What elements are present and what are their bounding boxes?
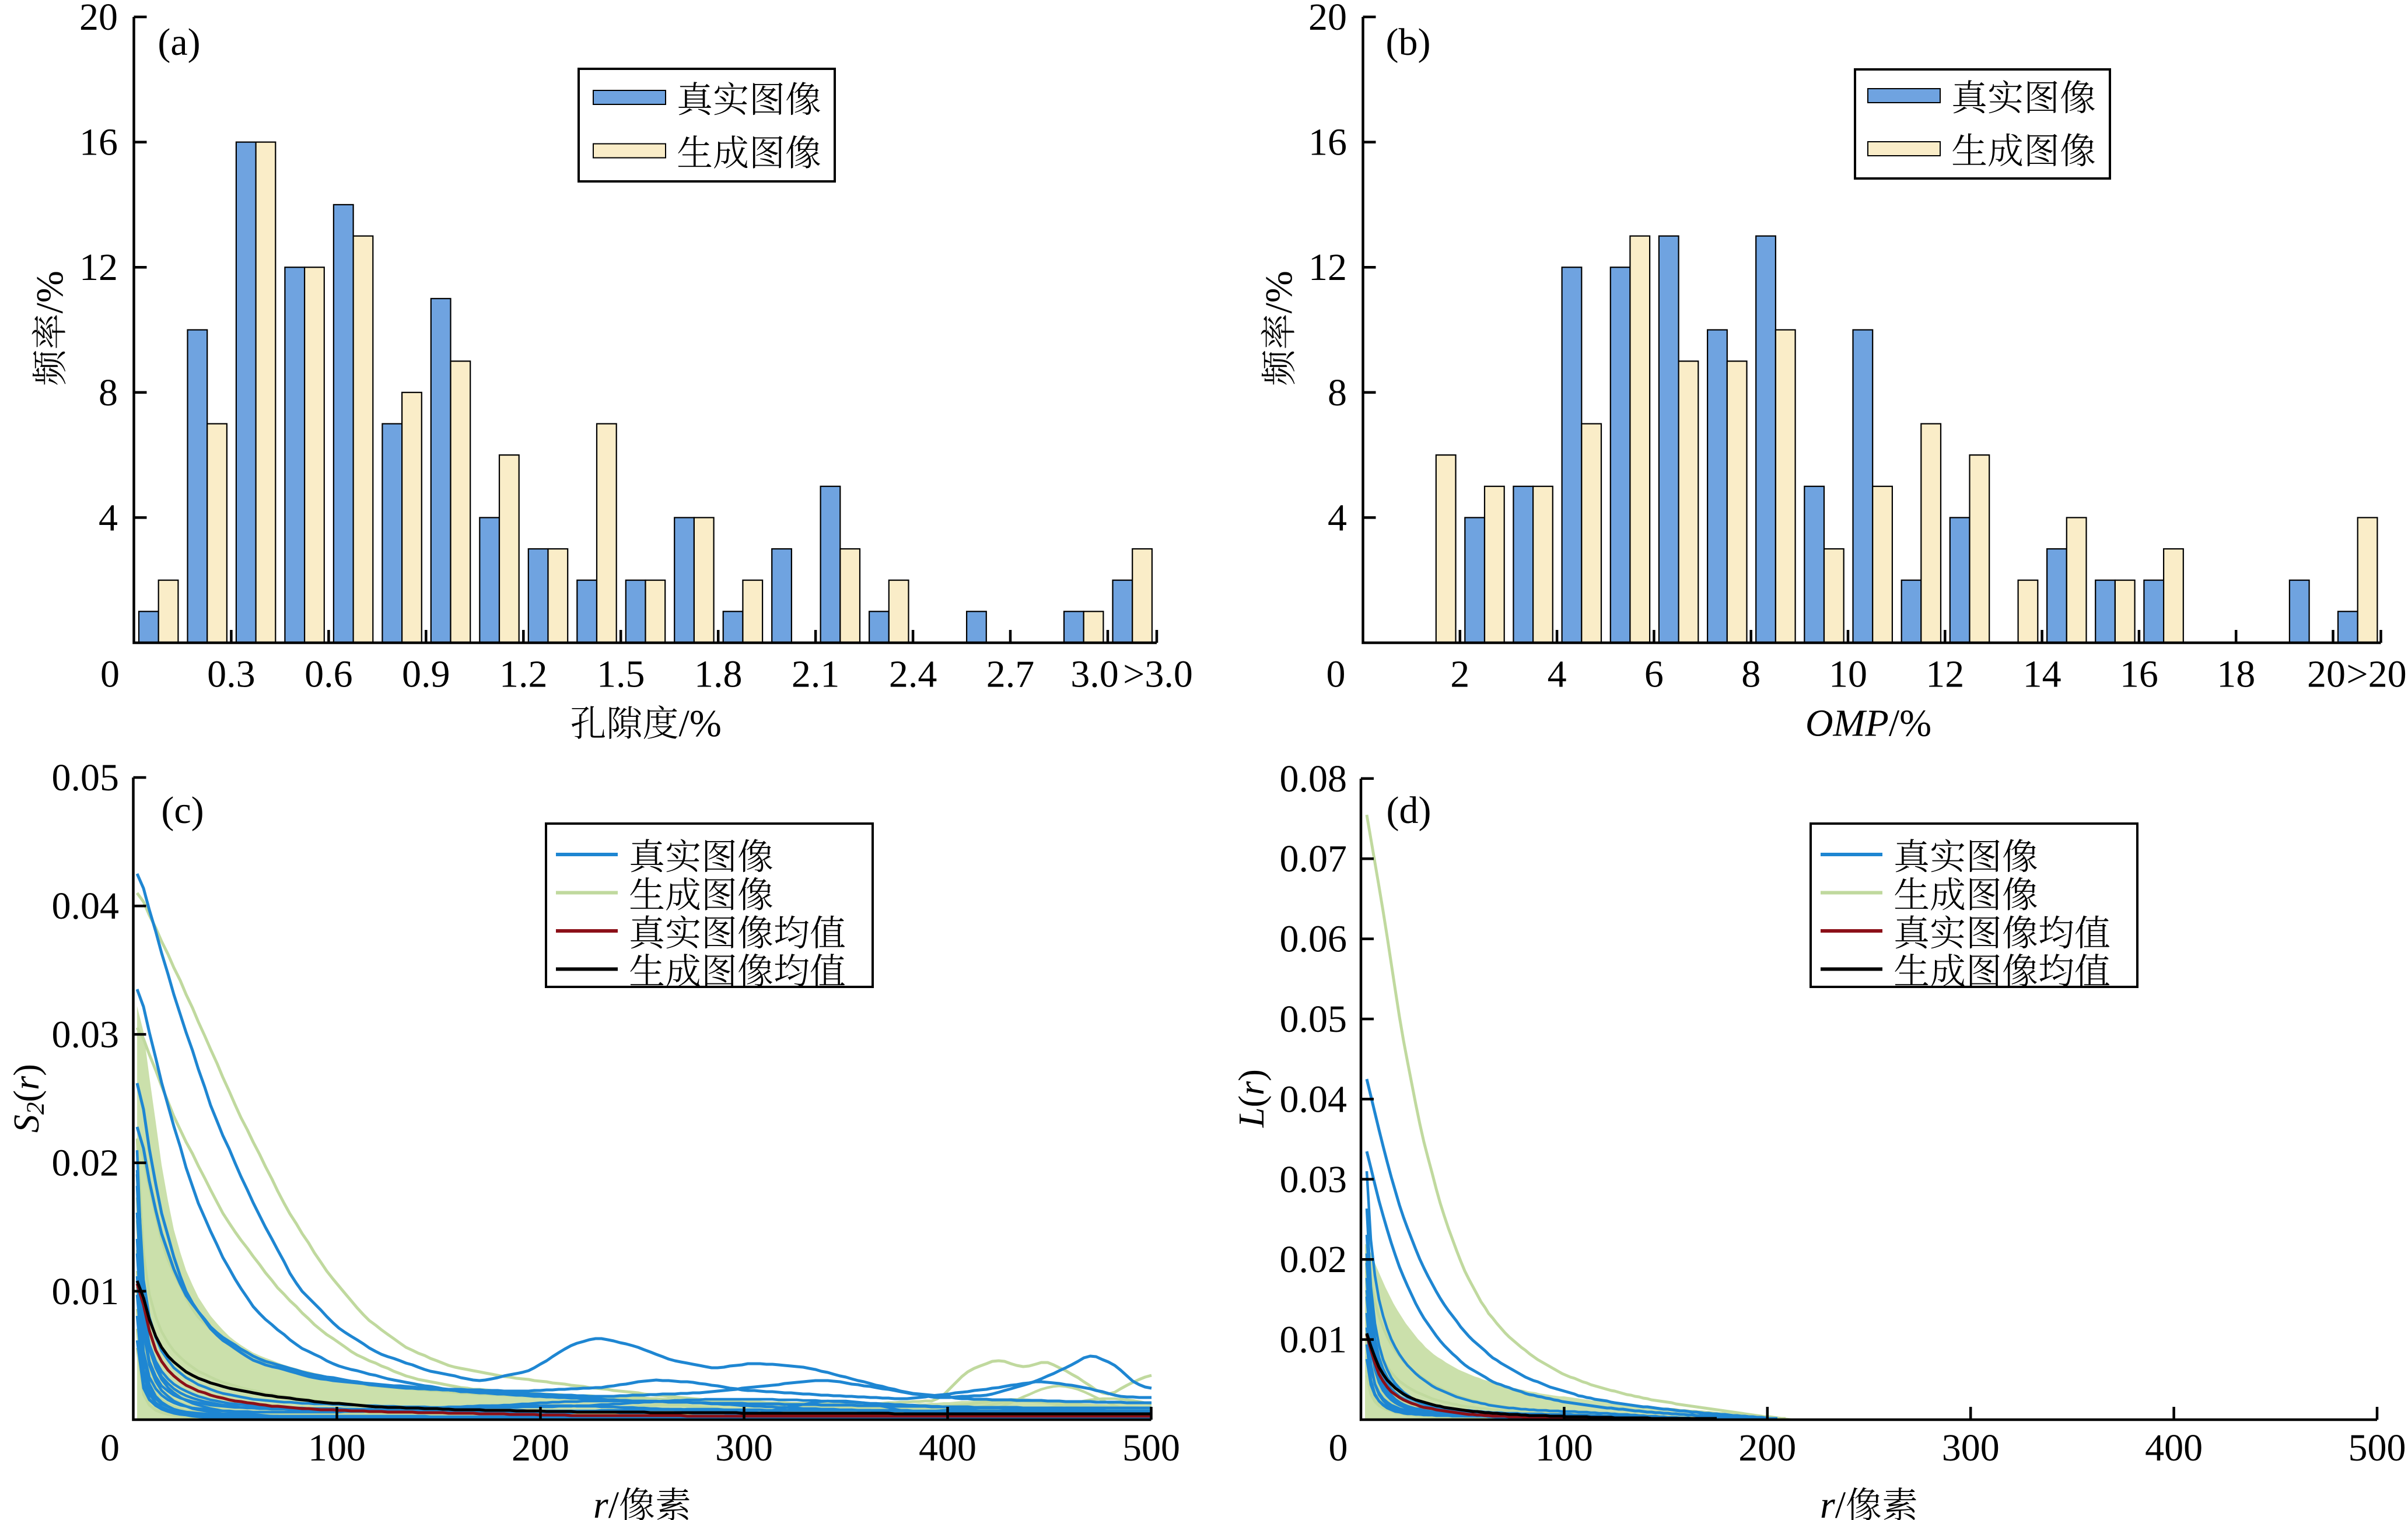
svg-text:>20: >20	[2346, 653, 2406, 696]
svg-text:0.06: 0.06	[1280, 918, 1348, 961]
svg-text:0.08: 0.08	[1280, 758, 1348, 800]
svg-text:(d): (d)	[1387, 789, 1432, 832]
svg-text:0.01: 0.01	[1280, 1319, 1348, 1361]
svg-text:0.04: 0.04	[52, 885, 120, 927]
svg-text:r/: r/	[1820, 1484, 1846, 1520]
svg-text:(c): (c)	[161, 789, 204, 832]
svg-text:20: 20	[2307, 653, 2346, 696]
svg-text:200: 200	[512, 1427, 569, 1469]
svg-text:12: 12	[1308, 246, 1347, 289]
svg-text:0.02: 0.02	[52, 1142, 120, 1185]
svg-text:10: 10	[1829, 653, 1867, 696]
svg-text:4: 4	[99, 496, 118, 539]
svg-text:20: 20	[79, 0, 118, 38]
svg-text:>3.0: >3.0	[1123, 653, 1193, 696]
svg-text:r/: r/	[593, 1484, 620, 1520]
svg-text:2.7: 2.7	[986, 653, 1035, 696]
svg-text:8: 8	[99, 372, 118, 414]
svg-text:12: 12	[79, 246, 118, 289]
svg-text:0.6: 0.6	[304, 653, 353, 696]
svg-text:8: 8	[1741, 653, 1760, 696]
svg-text:4: 4	[1548, 653, 1567, 696]
svg-text:400: 400	[919, 1427, 977, 1469]
svg-text:1.2: 1.2	[499, 653, 548, 696]
svg-text:2: 2	[1450, 653, 1469, 696]
svg-text:(a): (a)	[158, 21, 200, 64]
svg-text:12: 12	[1926, 653, 1964, 696]
svg-text:300: 300	[715, 1427, 773, 1469]
svg-text:0.05: 0.05	[1280, 998, 1348, 1041]
svg-text:0.05: 0.05	[52, 757, 120, 799]
svg-text:/%: /%	[679, 702, 722, 745]
svg-text:0.3: 0.3	[207, 653, 256, 696]
svg-text:18: 18	[2217, 653, 2255, 696]
svg-text:0: 0	[1329, 1427, 1348, 1469]
svg-text:0: 0	[100, 653, 120, 696]
svg-text:/%: /%	[29, 271, 71, 313]
svg-text:1.8: 1.8	[694, 653, 743, 696]
svg-text:20: 20	[1308, 0, 1347, 38]
svg-text:16: 16	[2120, 653, 2158, 696]
svg-text:0.9: 0.9	[402, 653, 450, 696]
svg-text:0.04: 0.04	[1280, 1078, 1348, 1120]
svg-text:S2(r): S2(r)	[7, 1064, 50, 1133]
svg-text:300: 300	[1942, 1427, 2000, 1469]
svg-text:2.4: 2.4	[889, 653, 937, 696]
svg-text:8: 8	[1328, 372, 1347, 414]
svg-text:1.5: 1.5	[597, 653, 645, 696]
svg-text:4: 4	[1328, 496, 1347, 539]
svg-text:OMP/%: OMP/%	[1805, 702, 1931, 745]
svg-text:500: 500	[2348, 1427, 2406, 1469]
svg-text:0.03: 0.03	[1280, 1158, 1348, 1201]
svg-text:0: 0	[1326, 653, 1346, 696]
svg-text:6: 6	[1644, 653, 1664, 696]
svg-text:500: 500	[1122, 1427, 1180, 1469]
svg-text:16: 16	[79, 121, 118, 164]
svg-text:100: 100	[308, 1427, 366, 1469]
svg-text:3.0: 3.0	[1070, 653, 1119, 696]
svg-text:200: 200	[1738, 1427, 1796, 1469]
svg-text:0.01: 0.01	[52, 1270, 120, 1313]
svg-text:0.07: 0.07	[1280, 838, 1348, 880]
svg-text:/%: /%	[1258, 271, 1300, 313]
svg-text:0.03: 0.03	[52, 1013, 120, 1056]
svg-text:2.1: 2.1	[792, 653, 840, 696]
svg-text:(b): (b)	[1386, 21, 1431, 64]
svg-text:14: 14	[2023, 653, 2062, 696]
svg-text:0: 0	[100, 1427, 120, 1469]
svg-text:400: 400	[2145, 1427, 2203, 1469]
svg-text:16: 16	[1308, 121, 1347, 164]
svg-text:0.02: 0.02	[1280, 1238, 1348, 1281]
svg-text:L(r): L(r)	[1232, 1069, 1272, 1128]
svg-text:100: 100	[1535, 1427, 1593, 1469]
